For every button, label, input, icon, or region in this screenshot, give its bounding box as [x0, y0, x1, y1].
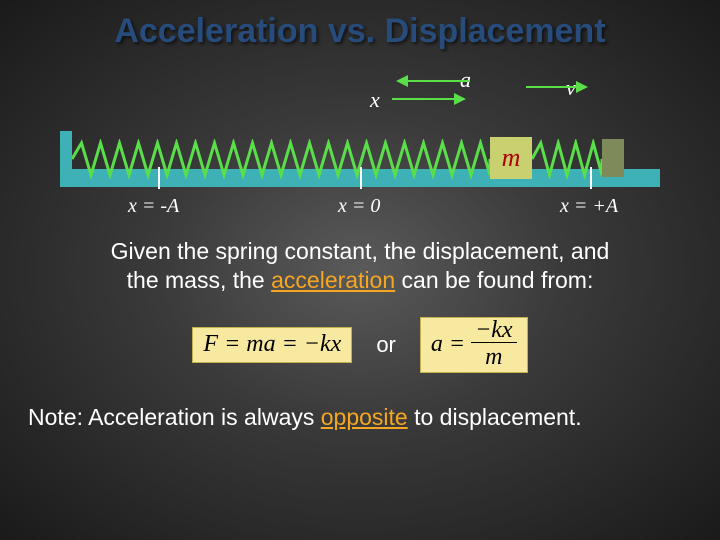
vector-v-label: v — [566, 75, 576, 101]
eq2-numerator: −kx — [471, 318, 517, 343]
tick-pos-a-label: x = +A — [560, 195, 618, 218]
spring-mass-diagram: a x v m x = -A x = 0 x = +A — [60, 79, 660, 209]
tick-neg-a — [158, 167, 160, 189]
acceleration-word: acceleration — [271, 267, 395, 293]
body-line2a: the mass, the — [127, 267, 271, 293]
equation-row: F = ma = −kx or a = −kx m — [0, 317, 720, 373]
tick-zero-label: x = 0 — [338, 195, 380, 218]
body-line1: Given the spring constant, the displacem… — [111, 238, 610, 264]
note-a: Note: Acceleration is always — [28, 404, 321, 430]
eq2-fraction: −kx m — [471, 318, 517, 372]
tick-zero — [360, 167, 362, 189]
mass-block: m — [490, 137, 532, 179]
or-text: or — [376, 332, 396, 358]
equation-acceleration: a = −kx m — [420, 317, 528, 373]
note-paragraph: Note: Acceleration is always opposite to… — [28, 403, 692, 432]
page-title: Acceleration vs. Displacement — [0, 0, 720, 51]
tick-neg-a-label: x = -A — [128, 195, 179, 218]
spring-path — [72, 143, 490, 175]
end-block — [602, 139, 624, 177]
body-paragraph: Given the spring constant, the displacem… — [36, 237, 684, 295]
tick-pos-a — [590, 167, 592, 189]
note-b: to displacement. — [408, 404, 582, 430]
body-line2b: can be found from: — [395, 267, 593, 293]
eq2-lhs: a = — [431, 331, 465, 358]
main-spring — [72, 139, 490, 179]
vector-x-label: x — [370, 87, 380, 113]
eq2-denominator: m — [481, 343, 506, 372]
opposite-word: opposite — [321, 404, 408, 430]
mass-label: m — [502, 143, 521, 173]
equation-force: F = ma = −kx — [192, 327, 352, 363]
